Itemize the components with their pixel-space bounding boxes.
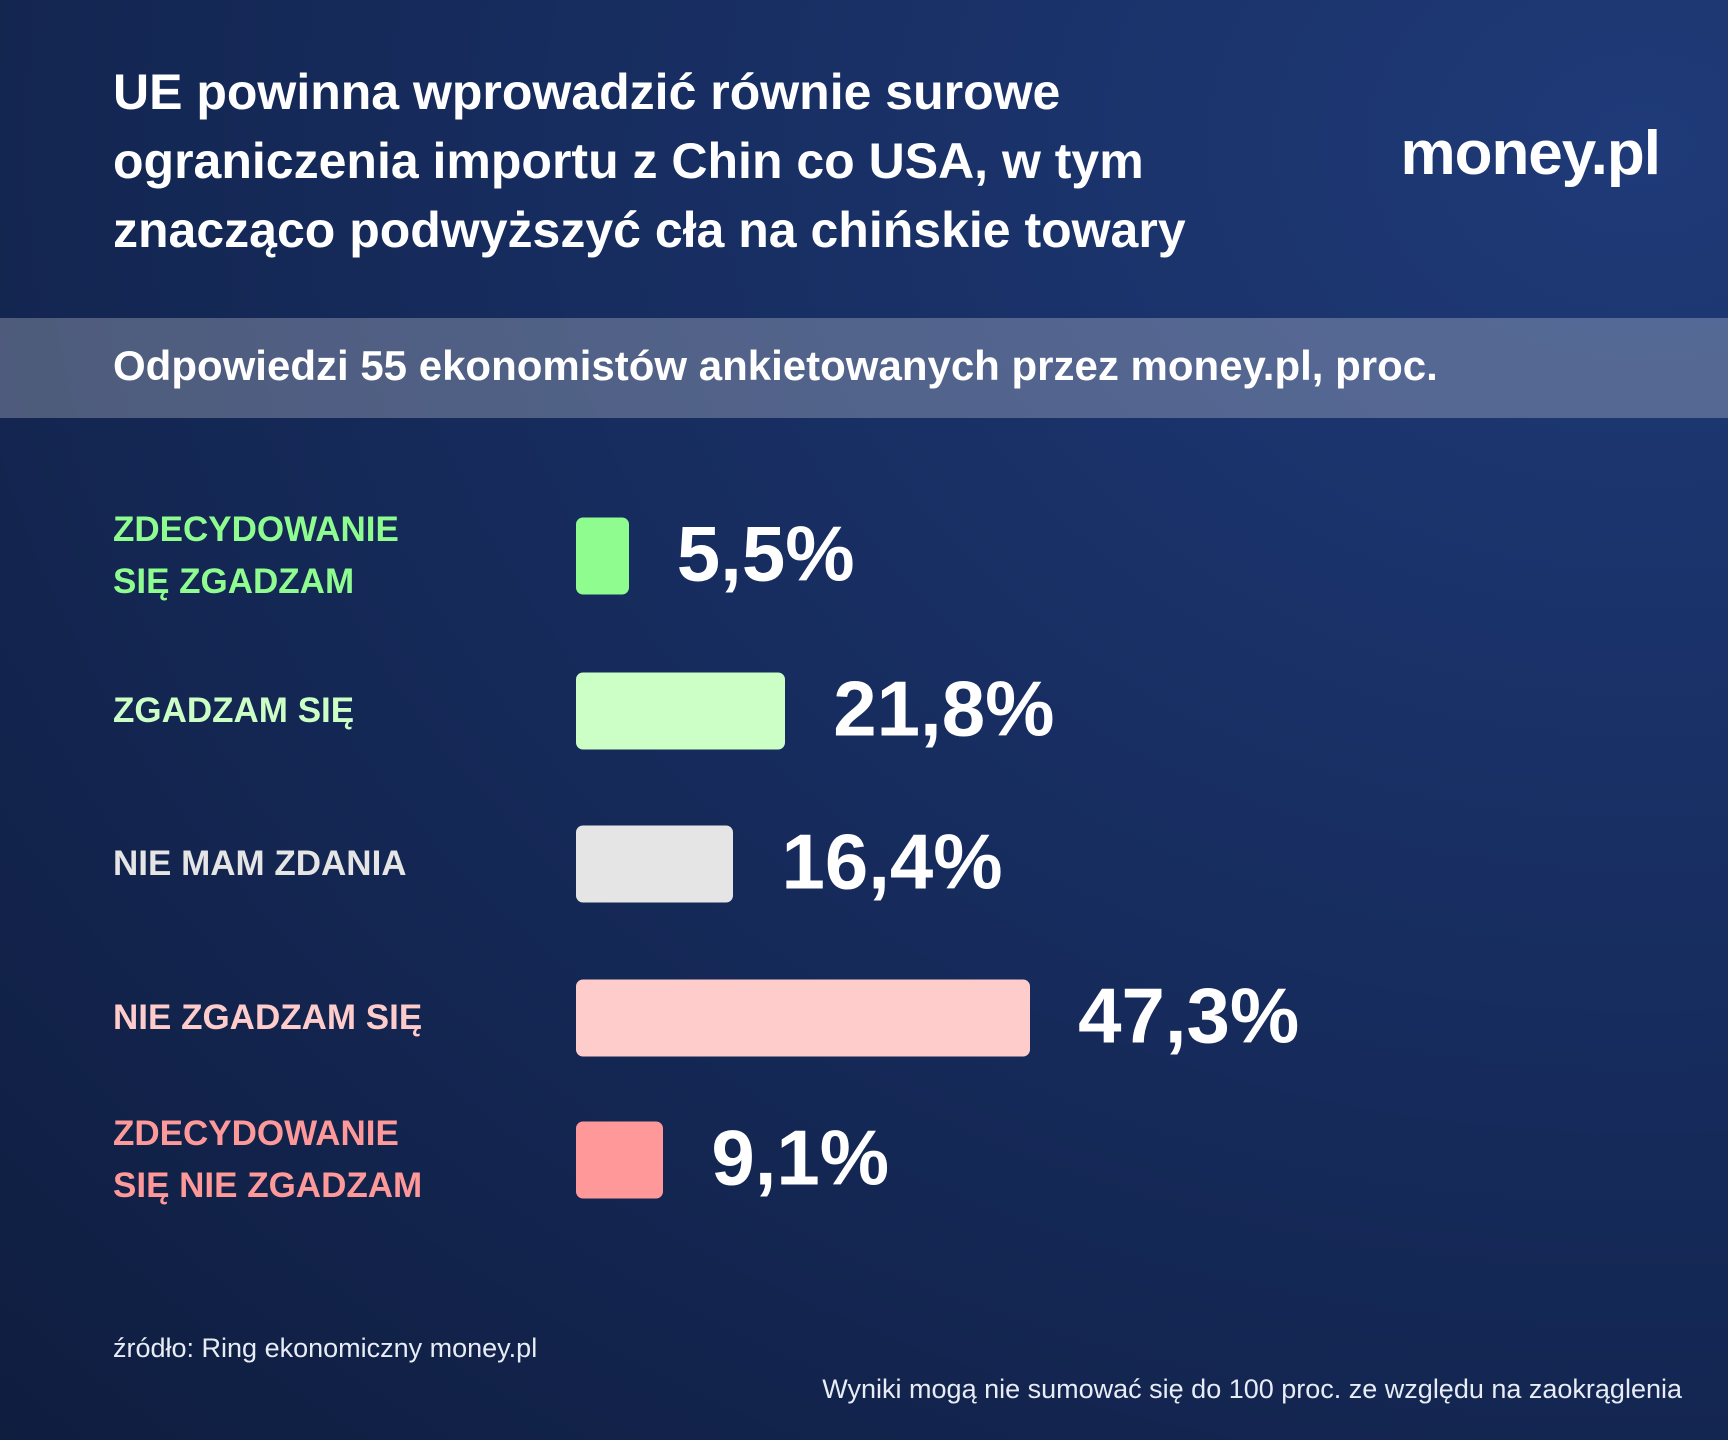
value-label: 9,1% [711,1113,890,1202]
value-label: 21,8% [833,664,1055,753]
logo: money.pl [1400,119,1661,188]
bar [576,825,734,903]
value-label: 47,3% [1078,971,1300,1060]
chart-title: UE powinna wprowadzić równie surowe ogra… [113,64,1186,258]
bar [576,672,786,750]
value-label: 5,5% [676,509,855,598]
category-label: ZDECYDOWANIE SIĘ ZGADZAM [113,510,399,601]
subtitle-band [0,318,1728,418]
category-label: NIE ZGADZAM SIĘ [113,998,423,1037]
bar [576,1121,664,1199]
bar [576,979,1031,1057]
note: Wyniki mogą nie sumować się do 100 proc.… [822,1374,1682,1404]
source: źródło: Ring ekonomiczny money.pl [113,1333,538,1363]
category-label: ZGADZAM SIĘ [113,691,355,730]
category-label: NIE MAM ZDANIA [113,844,407,883]
value-label: 16,4% [781,817,1003,906]
bar [576,517,629,595]
chart-subtitle: Odpowiedzi 55 ekonomistów ankietowanych … [113,342,1438,389]
category-label: ZDECYDOWANIE SIĘ NIE ZGADZAM [113,1114,423,1205]
